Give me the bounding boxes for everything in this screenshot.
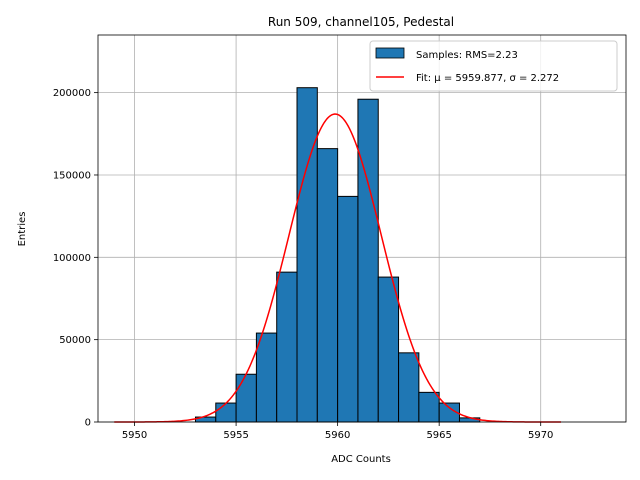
y-tick-label: 50000: [59, 335, 91, 346]
histogram-bar: [398, 352, 420, 423]
plot-frame: [97, 34, 627, 423]
x-tick-label: 5965: [426, 430, 451, 441]
legend: Samples: RMS=2.23 Fit: μ = 5959.877, σ =…: [369, 40, 618, 92]
x-axis-label: ADC Counts: [331, 454, 391, 465]
legend-fit-label: Fit: μ = 5959.877, σ = 2.272: [416, 73, 559, 84]
y-axis-label: Entries: [17, 212, 28, 247]
histogram-bar: [235, 373, 257, 423]
x-tick-label: 5955: [223, 430, 248, 441]
chart-title: Run 509, channel105, Pedestal: [268, 15, 454, 29]
histogram-bars: [194, 87, 481, 423]
x-axis: 5950 5955 5960 5965 5970: [122, 422, 553, 441]
histogram-bar: [296, 87, 318, 423]
histogram-bar: [255, 332, 278, 423]
x-tick-label: 5970: [528, 430, 553, 441]
histogram-bar: [337, 195, 359, 423]
histogram-bar: [215, 402, 237, 423]
gaussian-fit-curve: [114, 113, 562, 423]
legend-samples-label: Samples: RMS=2.23: [416, 50, 518, 61]
x-tick-label: 5960: [325, 430, 350, 441]
y-axis: 0 50000 100000 150000 200000: [53, 88, 98, 429]
histogram-bar: [377, 276, 400, 423]
histogram-bar: [357, 98, 379, 423]
y-tick-label: 200000: [53, 88, 91, 99]
histogram-bar: [276, 271, 298, 423]
legend-samples-swatch: [375, 47, 405, 59]
y-tick-label: 150000: [53, 170, 91, 181]
histogram-bar: [418, 391, 440, 423]
y-tick-label: 100000: [53, 253, 91, 264]
legend-frame: [369, 40, 618, 92]
y-tick-label: 0: [85, 418, 91, 429]
histogram-bar: [316, 148, 339, 423]
x-tick-label: 5950: [122, 430, 147, 441]
